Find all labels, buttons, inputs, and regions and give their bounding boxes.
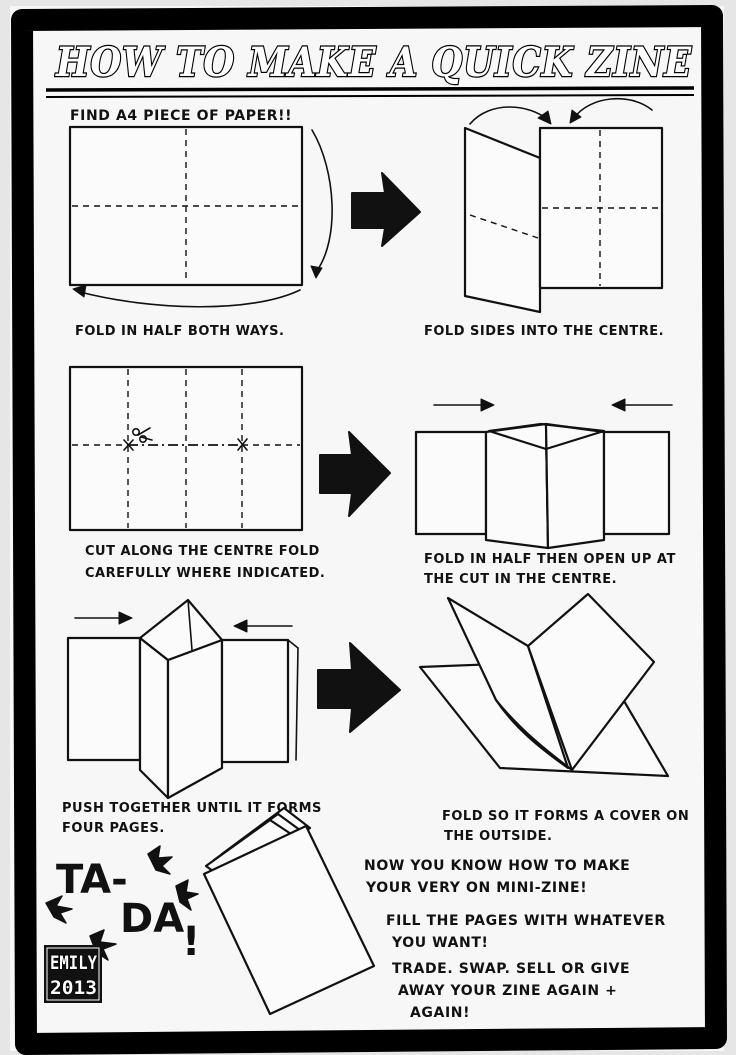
step-3-caption-line2: CAREFULLY WHERE INDICATED. xyxy=(85,566,325,581)
closing-line-4: YOU WANT! xyxy=(391,935,488,951)
step-6-caption-line2: THE OUTSIDE. xyxy=(444,829,552,844)
closing-line-6: AWAY YOUR ZINE AGAIN + xyxy=(398,983,618,999)
step-4-caption-line1: FOLD IN HALF THEN OPEN UP AT xyxy=(424,552,676,567)
tada-text-line1: TA- xyxy=(56,857,128,903)
cut-mark-right xyxy=(237,438,248,451)
step-2-diagram xyxy=(463,97,664,314)
closing-notes: NOW YOU KNOW HOW TO MAKE YOUR VERY ON MI… xyxy=(364,858,666,1021)
closing-line-1: NOW YOU KNOW HOW TO MAKE xyxy=(364,858,630,874)
step-5-caption-line1: PUSH TOGETHER UNTIL IT FORMS xyxy=(62,801,322,816)
closing-line-7: AGAIN! xyxy=(410,1005,470,1021)
step-4-diagram xyxy=(414,398,673,550)
step-3-caption-line1: CUT ALONG THE CENTRE FOLD xyxy=(85,544,320,559)
step-3-diagram xyxy=(68,365,304,532)
scissors-icon xyxy=(132,427,153,443)
tada-burst: TA- DA ! xyxy=(45,845,200,965)
finished-zine-booklet xyxy=(202,806,376,1016)
header-note: FIND A4 PIECE OF PAPER!! xyxy=(70,108,292,124)
closing-line-3: FILL THE PAGES WITH WHATEVER xyxy=(386,913,666,929)
step-arrow-1 xyxy=(351,172,421,247)
step-1-caption: FOLD IN HALF BOTH WAYS. xyxy=(75,324,284,339)
step-arrow-3 xyxy=(317,642,401,733)
step-1-diagram xyxy=(68,125,333,308)
signature-year: 2013 xyxy=(50,977,97,999)
signature-stamp: EMILY 2013 xyxy=(44,945,102,1003)
step-5-caption-line2: FOUR PAGES. xyxy=(62,821,165,836)
step-6-caption-line1: FOLD SO IT FORMS A COVER ON xyxy=(442,809,689,824)
tada-exclamation: ! xyxy=(182,919,200,965)
tada-text-line2: DA xyxy=(120,896,184,942)
step-4-caption-line2: THE CUT IN THE CENTRE. xyxy=(424,572,617,587)
closing-line-2: YOUR VERY ON MINI-ZINE! xyxy=(365,880,587,896)
closing-line-5: TRADE. SWAP. SELL OR GIVE xyxy=(392,961,630,977)
page-title: HOW TO MAKE A QUICK ZINE xyxy=(55,39,692,86)
cut-mark-left xyxy=(123,439,134,451)
step-arrow-2 xyxy=(319,431,391,517)
step-6-diagram xyxy=(418,592,670,778)
step-5-diagram xyxy=(66,598,299,800)
step-2-caption: FOLD SIDES INTO THE CENTRE. xyxy=(424,324,664,339)
signature-name: EMILY xyxy=(50,952,97,974)
page-border xyxy=(11,5,727,1055)
